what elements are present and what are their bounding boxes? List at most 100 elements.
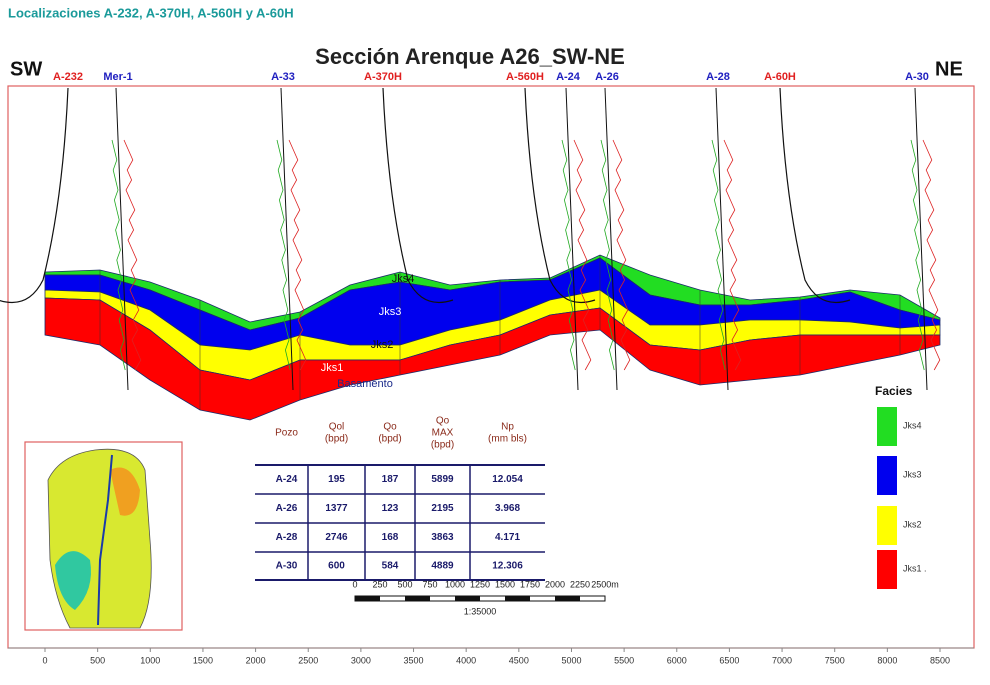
resistivity-log [288, 139, 307, 371]
table-header: Np [501, 422, 514, 433]
axis-label: 7000 [772, 655, 792, 665]
layer-label: Jks4 [392, 273, 415, 285]
table-cell: A-26 [276, 503, 298, 514]
well-label: A-560H [506, 71, 544, 83]
resistivity-log [922, 139, 941, 371]
axis-label: 4500 [509, 655, 529, 665]
well-label: A-24 [556, 71, 581, 83]
gamma-log [711, 139, 726, 371]
table-cell: 195 [328, 474, 345, 485]
legend-title: Facies [875, 384, 913, 398]
legend-label: Jks3 [903, 469, 922, 479]
well-path [565, 87, 579, 391]
well-label: A-232 [53, 71, 83, 83]
inset-low [55, 551, 91, 610]
well-label: A-28 [706, 71, 730, 83]
scale-segment [455, 596, 480, 601]
well-path [914, 87, 928, 391]
table-cell: A-24 [276, 474, 298, 485]
scale-segment [405, 596, 430, 601]
legend-label: Jks2 [903, 519, 922, 529]
table-cell: 1377 [325, 503, 348, 514]
axis-label: 7500 [825, 655, 845, 665]
axis-label: 8500 [930, 655, 950, 665]
table-header: Pozo [275, 428, 298, 439]
well-label: Mer-1 [103, 71, 132, 83]
well-path [779, 87, 851, 304]
scale-segment [505, 596, 530, 601]
table-cell: 168 [382, 532, 399, 543]
legend-swatch [877, 506, 897, 545]
axis-label: 1500 [193, 655, 213, 665]
header-title: Localizaciones A-232, A-370H, A-560H y A… [8, 5, 294, 20]
scale-label: 0 [352, 579, 357, 589]
gamma-log [111, 139, 126, 371]
layer [44, 297, 941, 421]
axis-label: 6500 [719, 655, 739, 665]
well-label: A-33 [271, 71, 295, 83]
axis-label: 2000 [246, 655, 266, 665]
layers: Jks4 Jks3 Jks2 Jks1 Basamento [44, 254, 941, 421]
scale-label: 1750 [520, 579, 540, 589]
well-path [524, 87, 596, 304]
table-cell: 187 [382, 474, 399, 485]
table-cell: 3.968 [495, 503, 520, 514]
table-header: Qo [383, 422, 397, 433]
well-label: A-60H [764, 71, 796, 83]
sw-label: SW [10, 58, 42, 80]
resistivity-log [612, 139, 631, 371]
legend-swatch [877, 456, 897, 495]
scale-label: 1250 [470, 579, 490, 589]
scale-label: 250 [372, 579, 387, 589]
axis-label: 4000 [456, 655, 476, 665]
layer-label: Jks2 [371, 339, 394, 351]
scale-label: 750 [422, 579, 437, 589]
scale-segment [555, 596, 580, 601]
resistivity-log [723, 139, 742, 371]
scale-ratio: 1:35000 [464, 606, 497, 616]
scale-label: 500 [397, 579, 412, 589]
table-cell: 600 [328, 561, 345, 572]
table-cell: 12.054 [492, 474, 523, 485]
well-path [280, 87, 294, 391]
resistivity-log [123, 139, 142, 371]
axis-label: 2500 [298, 655, 318, 665]
table-cell: 2746 [325, 532, 348, 543]
table-cell: 584 [382, 561, 399, 572]
well-path [382, 87, 454, 304]
table-cell: 5899 [431, 474, 454, 485]
table-header: (bpd) [378, 434, 401, 445]
table-cell: 2195 [431, 503, 454, 514]
scale-label: 1000 [445, 579, 465, 589]
legend-swatch [877, 550, 897, 589]
inset-section-line [97, 454, 113, 626]
table-header: MAX [432, 428, 454, 439]
table-cell: A-30 [276, 561, 298, 572]
legend-swatch [877, 407, 897, 446]
axis-label: 5000 [561, 655, 581, 665]
table-cell: 4889 [431, 561, 454, 572]
ne-label: NE [935, 58, 963, 80]
axis-label: 1000 [140, 655, 160, 665]
scale-segment [355, 596, 380, 601]
axis-label: 8000 [877, 655, 897, 665]
axis-label: 6000 [667, 655, 687, 665]
gamma-log [600, 139, 615, 371]
gamma-log [910, 139, 925, 371]
table-cell: 12.306 [492, 561, 523, 572]
axis-label: 5500 [614, 655, 634, 665]
scale-bar: 0 250 500 750 1000 1250 1500 1750 2000 2250 2500m 1… [352, 579, 618, 616]
wells: A-232 Mer-1 A-33 A-370H A-560H A-24 A-26 A-28 A-… [0, 71, 941, 391]
axis-label: 0 [42, 655, 47, 665]
axis-label: 3500 [404, 655, 424, 665]
scale-label: 2000 [545, 579, 565, 589]
layer-label: Jks3 [379, 306, 402, 318]
scale-label: 2500m [591, 579, 619, 589]
table-header: Qo [436, 416, 450, 427]
gamma-log [561, 139, 576, 371]
resistivity-log [573, 139, 592, 371]
well-path [115, 87, 129, 391]
table-cell: 4.171 [495, 532, 520, 543]
well-path [715, 87, 729, 391]
